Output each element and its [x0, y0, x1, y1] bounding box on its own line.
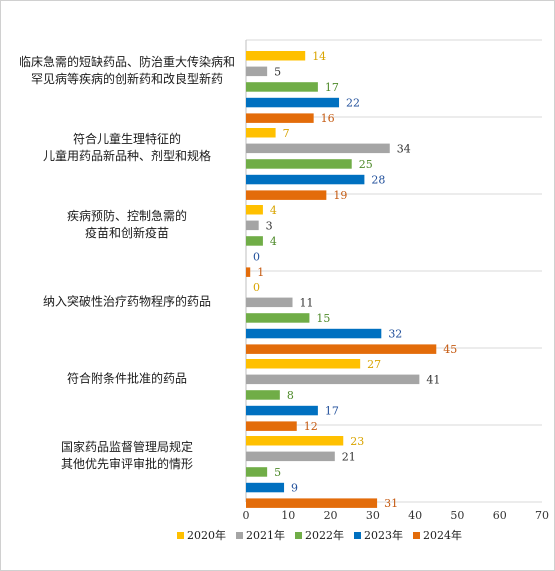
bar: [246, 113, 314, 123]
legend-swatch: [295, 532, 302, 539]
x-tick-label: 20: [324, 509, 338, 522]
value-label: 16: [321, 112, 335, 125]
category-label: 其他优先审评审批的情形: [61, 456, 193, 471]
bar: [246, 482, 285, 493]
legend-label: 2024年: [423, 528, 462, 542]
bar: [246, 344, 437, 354]
x-tick-label: 60: [493, 509, 507, 522]
value-label: 5: [274, 466, 281, 479]
x-tick-label: 50: [450, 509, 464, 522]
x-tick-label: 0: [243, 509, 250, 522]
value-label: 14: [312, 50, 326, 63]
bar: [246, 143, 390, 154]
bar: [246, 236, 263, 246]
bar: [246, 297, 293, 308]
bar: [246, 328, 382, 339]
bar: [246, 390, 280, 400]
value-label: 5: [274, 65, 281, 78]
x-tick-label: 10: [281, 509, 295, 522]
value-label: 27: [367, 358, 381, 371]
legend-swatch: [354, 532, 361, 539]
value-label: 9: [291, 482, 298, 495]
bar: [246, 498, 378, 508]
bar: [246, 190, 327, 200]
category-label: 疫苗和创新疫苗: [85, 225, 169, 240]
legend-label: 2021年: [246, 528, 285, 542]
bar: [246, 421, 297, 431]
bar: [246, 436, 344, 446]
category-label: 纳入突破性治疗药物程序的药品: [43, 294, 211, 309]
bar: [246, 313, 310, 323]
value-label: 7: [283, 127, 290, 140]
value-label: 8: [287, 389, 294, 402]
x-tick-label: 30: [366, 509, 380, 522]
value-label: 45: [443, 343, 457, 356]
legend-swatch: [177, 532, 184, 539]
bar: [246, 66, 268, 77]
value-label: 19: [333, 189, 347, 202]
bar: [246, 267, 251, 277]
bar: [246, 405, 318, 416]
bar: [246, 159, 352, 169]
bar: [246, 467, 268, 477]
value-label: 22: [346, 97, 360, 110]
bar: [246, 451, 335, 462]
x-tick-label: 40: [408, 509, 422, 522]
bar: [246, 51, 306, 61]
value-label: 0: [253, 281, 260, 294]
category-label: 罕见病等疾病的创新药和改良型新药: [31, 71, 223, 86]
value-label: 4: [270, 235, 277, 248]
value-label: 23: [350, 435, 364, 448]
legend-label: 2022年: [305, 528, 344, 542]
category-label: 符合附条件批准的药品: [67, 371, 187, 386]
value-label: 17: [325, 405, 339, 418]
value-label: 25: [359, 158, 373, 171]
bar: [246, 82, 318, 92]
legend-label: 2023年: [364, 528, 403, 542]
x-tick-label: 70: [535, 509, 549, 522]
value-label: 17: [325, 81, 339, 94]
bar: [246, 174, 365, 185]
value-label: 15: [316, 312, 330, 325]
bar: [246, 374, 420, 385]
value-label: 34: [397, 142, 411, 155]
category-label: 儿童用药品新品种、剂型和规格: [43, 148, 211, 163]
value-label: 1: [257, 266, 264, 279]
legend-swatch: [236, 532, 243, 539]
legend-label: 2020年: [187, 528, 226, 542]
bar: [246, 128, 276, 138]
value-label: 4: [270, 204, 277, 217]
value-label: 41: [426, 373, 440, 386]
value-label: 0: [253, 251, 260, 264]
value-label: 28: [371, 174, 385, 187]
value-label: 31: [384, 497, 398, 510]
bar: [246, 205, 263, 215]
value-label: 11: [300, 296, 314, 309]
category-label: 国家药品监督管理局规定: [61, 439, 193, 454]
category-label: 符合儿童生理特征的: [73, 131, 181, 146]
bar: [246, 359, 361, 369]
value-label: 21: [342, 450, 356, 463]
value-label: 3: [266, 219, 273, 232]
legend-swatch: [413, 532, 420, 539]
value-label: 12: [304, 420, 318, 433]
category-label: 疾病预防、控制急需的: [67, 208, 187, 223]
category-label: 临床急需的短缺药品、防治重大传染病和: [19, 54, 235, 69]
value-label: 32: [388, 328, 402, 341]
bar: [246, 220, 259, 231]
bar: [246, 97, 340, 108]
